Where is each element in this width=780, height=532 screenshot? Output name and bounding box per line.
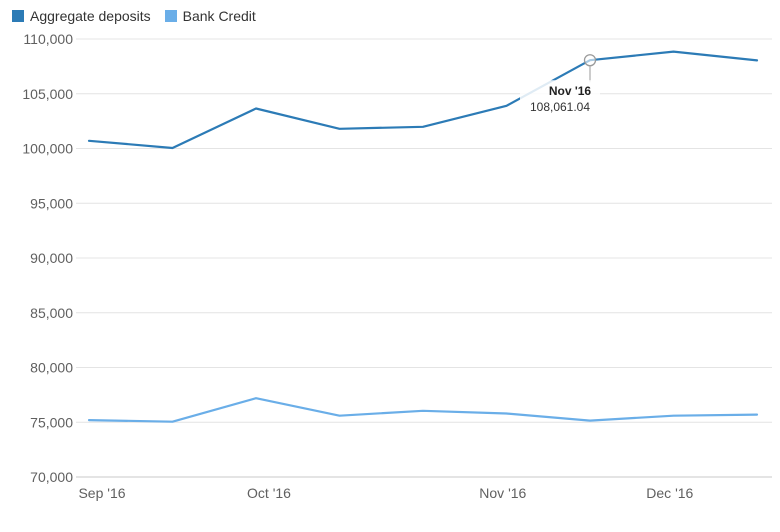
legend: Aggregate deposits Bank Credit <box>12 8 256 24</box>
y-tick-label: 90,000 <box>30 250 73 266</box>
y-tick-label: 70,000 <box>30 469 73 485</box>
series-line-bank-credit <box>87 397 759 423</box>
legend-swatch-bank-credit <box>164 10 177 22</box>
y-tick-label: 75,000 <box>30 414 73 430</box>
legend-label-aggregate-deposits: Aggregate deposits <box>30 8 151 24</box>
legend-swatch-aggregate-deposits <box>12 10 24 22</box>
y-tick-label: 105,000 <box>22 86 73 102</box>
x-tick-label: Sep '16 <box>78 485 125 501</box>
tooltip-value: 108,061.04 <box>530 100 590 114</box>
y-tick-label: 110,000 <box>23 31 73 47</box>
y-tick-label: 85,000 <box>30 305 73 321</box>
y-tick-label: 95,000 <box>30 195 73 211</box>
legend-item-aggregate-deposits[interactable]: Aggregate deposits <box>12 8 151 24</box>
tooltip-marker <box>583 54 597 67</box>
legend-item-bank-credit[interactable]: Bank Credit <box>164 8 256 24</box>
legend-label-bank-credit: Bank Credit <box>182 8 256 24</box>
x-tick-label: Nov '16 <box>479 485 526 501</box>
x-tick-label: Dec '16 <box>646 485 693 501</box>
tooltip-background <box>520 80 600 117</box>
y-tick-label: 80,000 <box>30 360 73 376</box>
series-line-aggregate-deposits <box>87 50 759 150</box>
y-tick-label: 100,000 <box>22 141 73 157</box>
tooltip-label: Nov '16 <box>549 84 592 98</box>
x-tick-label: Oct '16 <box>247 485 291 501</box>
